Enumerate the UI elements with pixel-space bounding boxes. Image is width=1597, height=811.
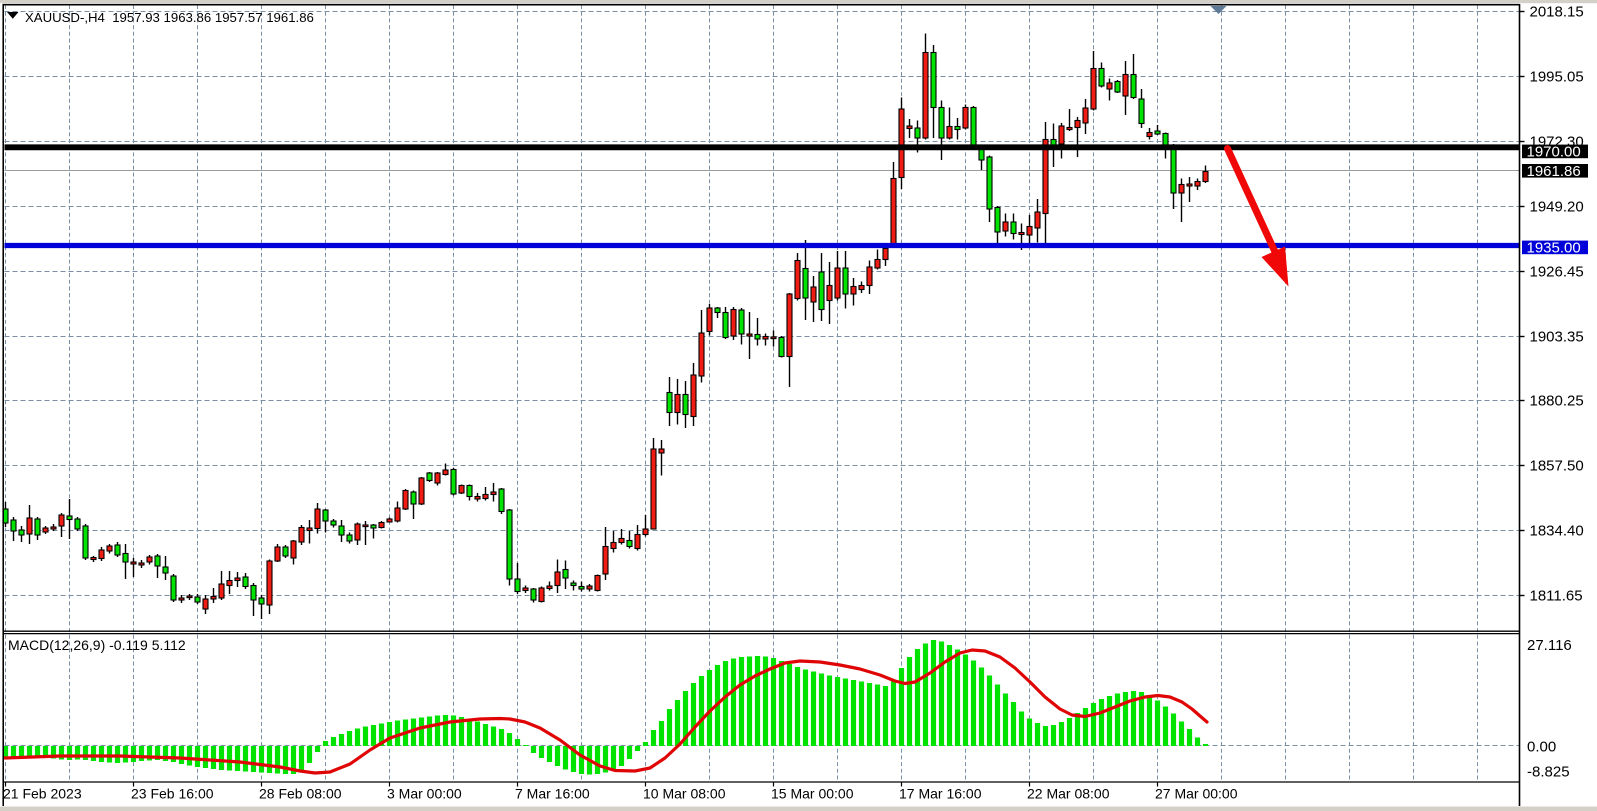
svg-text:2018.15: 2018.15 — [1530, 4, 1584, 21]
svg-text:1903.35: 1903.35 — [1530, 329, 1584, 346]
svg-text:1811.65: 1811.65 — [1530, 588, 1583, 605]
svg-text:21 Feb 2023: 21 Feb 2023 — [3, 786, 82, 802]
svg-text:15 Mar 00:00: 15 Mar 00:00 — [771, 786, 854, 802]
svg-text:0.00: 0.00 — [1527, 739, 1556, 756]
svg-text:27 Mar 00:00: 27 Mar 00:00 — [1155, 786, 1238, 802]
svg-text:-8.825: -8.825 — [1527, 764, 1570, 781]
svg-text:3 Mar 00:00: 3 Mar 00:00 — [387, 786, 462, 802]
svg-text:XAUUSD-,H4 1957.93 1963.86 19: XAUUSD-,H4 1957.93 1963.86 1957.57 1961.… — [25, 10, 314, 25]
svg-text:23 Feb 16:00: 23 Feb 16:00 — [131, 786, 214, 802]
svg-text:22 Mar 08:00: 22 Mar 08:00 — [1027, 786, 1110, 802]
svg-text:17 Mar 16:00: 17 Mar 16:00 — [899, 786, 982, 802]
svg-text:MACD(12,26,9) -0.119 5.112: MACD(12,26,9) -0.119 5.112 — [8, 637, 186, 653]
svg-text:1949.20: 1949.20 — [1530, 199, 1584, 216]
svg-text:1995.05: 1995.05 — [1530, 69, 1584, 86]
svg-text:1857.50: 1857.50 — [1530, 458, 1584, 475]
svg-text:1834.40: 1834.40 — [1530, 523, 1584, 540]
svg-text:1880.25: 1880.25 — [1530, 393, 1584, 410]
svg-text:7 Mar 16:00: 7 Mar 16:00 — [515, 786, 590, 802]
svg-text:1961.86: 1961.86 — [1527, 163, 1581, 180]
svg-text:10 Mar 08:00: 10 Mar 08:00 — [643, 786, 726, 802]
svg-text:27.116: 27.116 — [1527, 637, 1572, 654]
svg-text:1935.00: 1935.00 — [1527, 239, 1581, 256]
svg-text:1970.00: 1970.00 — [1527, 143, 1581, 160]
svg-text:1926.45: 1926.45 — [1530, 264, 1584, 281]
svg-text:28 Feb 08:00: 28 Feb 08:00 — [259, 786, 342, 802]
